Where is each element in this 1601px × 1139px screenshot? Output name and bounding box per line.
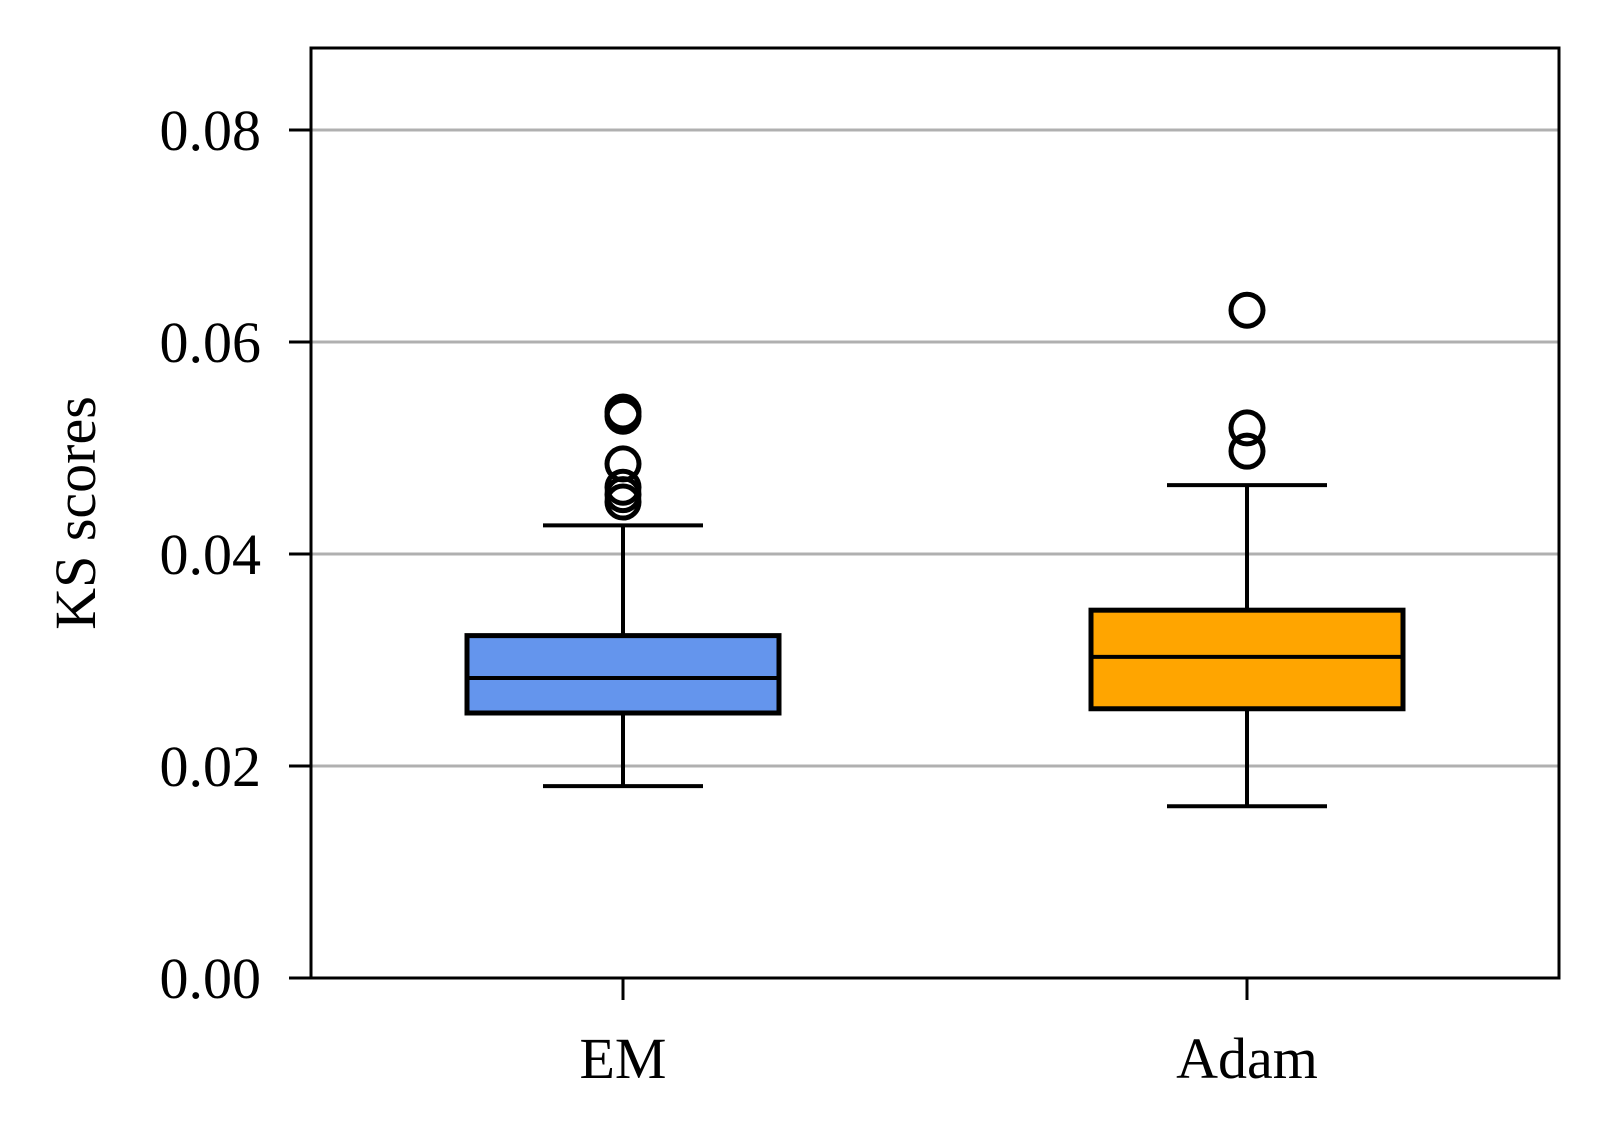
x-tick-label: EM (580, 1026, 667, 1091)
y-tick-label: 0.00 (160, 946, 262, 1011)
y-axis-title: KS scores (43, 396, 108, 630)
outlier-point (604, 393, 642, 431)
x-axis-ticks: EM Adam (580, 978, 1318, 1091)
outlier-point (604, 445, 642, 483)
y-tick-label: 0.06 (160, 310, 262, 375)
gridlines (311, 128, 1559, 768)
y-tick-label: 0.08 (160, 98, 262, 163)
outlier-point (604, 476, 642, 514)
x-tick-label: Adam (1176, 1026, 1318, 1091)
box-em (464, 393, 782, 789)
iqr-box (1088, 607, 1406, 712)
y-tick-label: 0.04 (160, 522, 262, 587)
y-axis-ticks: 0.00 0.02 0.04 0.06 0.08 (160, 98, 311, 1011)
outlier-point (1228, 409, 1266, 447)
outlier-point (1228, 432, 1266, 470)
outlier-point (604, 468, 642, 506)
iqr-box (464, 633, 782, 716)
plot-frame (309, 46, 1561, 980)
outlier-point (1228, 291, 1266, 329)
y-tick-label: 0.02 (160, 734, 262, 799)
boxes (464, 291, 1406, 809)
box-adam (1088, 291, 1406, 809)
